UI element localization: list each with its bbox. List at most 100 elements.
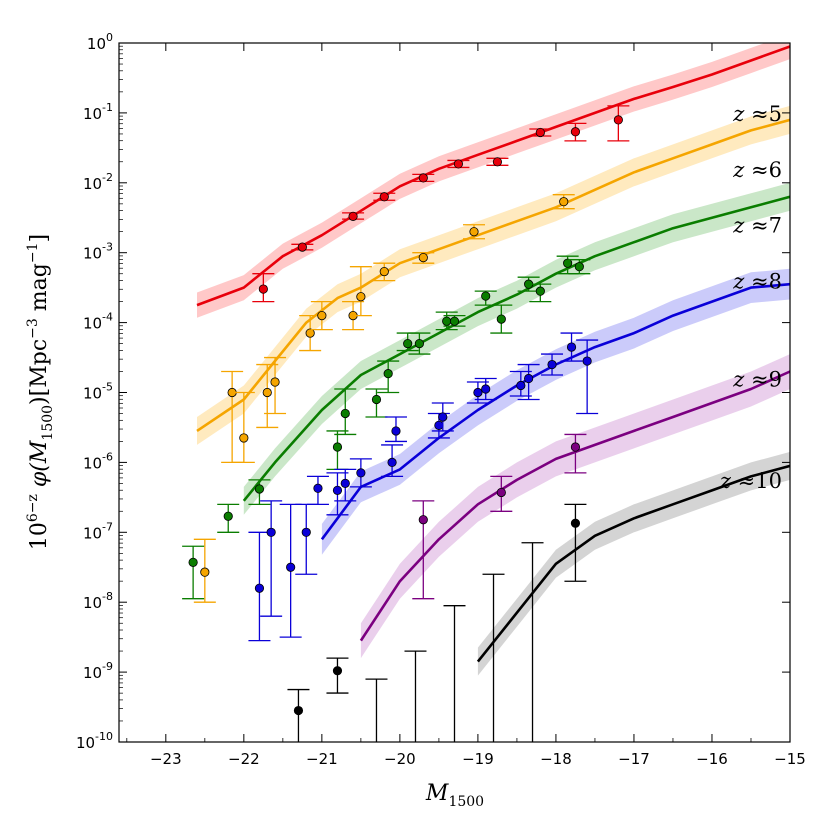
marker-z8-17 xyxy=(566,342,577,352)
point-z7-14 xyxy=(529,283,552,303)
marker-z5-9 xyxy=(613,115,623,125)
x-tick-label: −19 xyxy=(462,750,494,768)
x-tick-label: −21 xyxy=(306,750,338,768)
point-z7-5 xyxy=(365,388,388,418)
point-z5-0 xyxy=(252,273,275,303)
marker-z5-3 xyxy=(379,192,389,202)
point-z6-12 xyxy=(552,194,575,210)
marker-z6-8 xyxy=(356,292,366,302)
band-z9 xyxy=(360,354,790,659)
marker-z8-0 xyxy=(254,583,265,593)
band-z7 xyxy=(243,182,790,515)
point-z10-5 xyxy=(482,573,505,742)
marker-z10-0 xyxy=(293,705,304,716)
marker-z7-8 xyxy=(414,338,424,349)
x-tick-label: −17 xyxy=(618,750,650,768)
point-z10-4 xyxy=(443,605,466,742)
marker-z6-10 xyxy=(418,252,428,263)
point-z7-11 xyxy=(474,290,497,306)
marker-z6-6 xyxy=(317,311,327,321)
marker-z8-18 xyxy=(582,356,592,366)
x-axis-ticks: −23 −22 −21 −20 −19 −18 −17 −16 −15 xyxy=(126,43,806,768)
point-z8-8 xyxy=(384,416,407,443)
x-tick-label: −18 xyxy=(540,750,572,768)
marker-z7-7 xyxy=(403,338,413,349)
y-axis-ticks: 100 10-1 10-2 10-3 10-4 10-5 10-6 10-7 10-8 10-9 1… xyxy=(76,31,790,752)
point-z9-2 xyxy=(564,433,587,474)
data-points xyxy=(182,105,630,742)
point-z10-7 xyxy=(564,503,587,582)
point-z7-10 xyxy=(443,314,466,327)
marker-z8-7 xyxy=(356,468,366,478)
point-z8-18 xyxy=(576,339,599,415)
marker-z7-0 xyxy=(188,557,198,567)
point-z6-9 xyxy=(373,262,396,282)
marker-z9-1 xyxy=(496,487,506,498)
point-z10-1 xyxy=(326,657,349,694)
marker-z6-4 xyxy=(270,377,280,387)
point-z6-10 xyxy=(412,252,435,264)
point-z6-0 xyxy=(193,538,216,603)
marker-z7-15 xyxy=(563,258,573,268)
point-z5-2 xyxy=(342,211,365,221)
marker-z7-1 xyxy=(223,511,233,521)
series-label-z5: z ≈5 xyxy=(732,102,782,126)
marker-z5-7 xyxy=(535,127,545,138)
point-z8-9 xyxy=(381,444,404,478)
marker-z7-14 xyxy=(535,286,545,296)
marker-z8-16 xyxy=(547,359,557,370)
point-z5-9 xyxy=(607,105,630,142)
y-tick-label: 100 xyxy=(87,31,113,53)
point-z7-16 xyxy=(568,259,591,275)
y-tick-label: 10-8 xyxy=(83,590,113,612)
point-z8-1 xyxy=(260,500,283,617)
series-label-z10: z ≈10 xyxy=(719,469,782,493)
marker-z8-1 xyxy=(266,527,276,537)
point-z7-2 xyxy=(248,479,271,505)
point-z6-11 xyxy=(463,224,486,240)
marker-z7-4 xyxy=(340,408,350,419)
marker-z6-5 xyxy=(305,328,315,338)
y-tick-label: 10-3 xyxy=(83,241,113,263)
band-z5 xyxy=(197,43,790,318)
point-z6-2 xyxy=(232,391,255,464)
marker-z10-1 xyxy=(332,666,343,676)
x-tick-label: −22 xyxy=(228,750,260,768)
marker-z8-14 xyxy=(516,380,526,391)
point-z9-0 xyxy=(412,500,435,600)
series-label-z8: z ≈8 xyxy=(732,270,782,294)
marker-z9-0 xyxy=(418,515,428,525)
x-tick-label: −20 xyxy=(384,750,416,768)
y-axis-label: 106−z φ(M1500)[Mpc−3 mag−1] xyxy=(25,234,56,550)
point-z8-2 xyxy=(279,503,302,638)
marker-z7-6 xyxy=(383,369,393,379)
marker-z5-4 xyxy=(418,173,428,183)
marker-z6-11 xyxy=(469,227,479,237)
marker-z5-8 xyxy=(570,127,581,137)
marker-z6-12 xyxy=(559,197,569,207)
marker-z7-9 xyxy=(442,316,452,326)
point-z8-11 xyxy=(431,402,454,432)
marker-z7-12 xyxy=(496,314,506,324)
marker-z8-2 xyxy=(286,562,296,572)
marker-z8-4 xyxy=(313,483,323,493)
marker-z8-8 xyxy=(391,426,401,436)
series-labels: z ≈5 z ≈6 z ≈7 z ≈8 z ≈9 z ≈10 xyxy=(719,102,782,493)
marker-z5-2 xyxy=(348,211,358,221)
point-z5-6 xyxy=(486,157,509,167)
series-label-z6: z ≈6 xyxy=(732,158,782,182)
y-tick-label: 10-5 xyxy=(83,381,113,403)
model-line-z10 xyxy=(476,464,790,663)
y-tick-label: 10-1 xyxy=(83,101,113,123)
marker-z5-6 xyxy=(492,157,503,167)
y-tick-label: 10-9 xyxy=(83,660,113,682)
point-z7-3 xyxy=(326,430,349,471)
model-line-z7 xyxy=(242,195,790,502)
point-z8-7 xyxy=(349,458,372,488)
marker-z7-11 xyxy=(481,291,491,301)
marker-z8-12 xyxy=(473,387,483,398)
band-z8 xyxy=(321,268,790,555)
y-tick-label: 10-7 xyxy=(83,520,113,542)
marker-z6-9 xyxy=(379,266,389,277)
